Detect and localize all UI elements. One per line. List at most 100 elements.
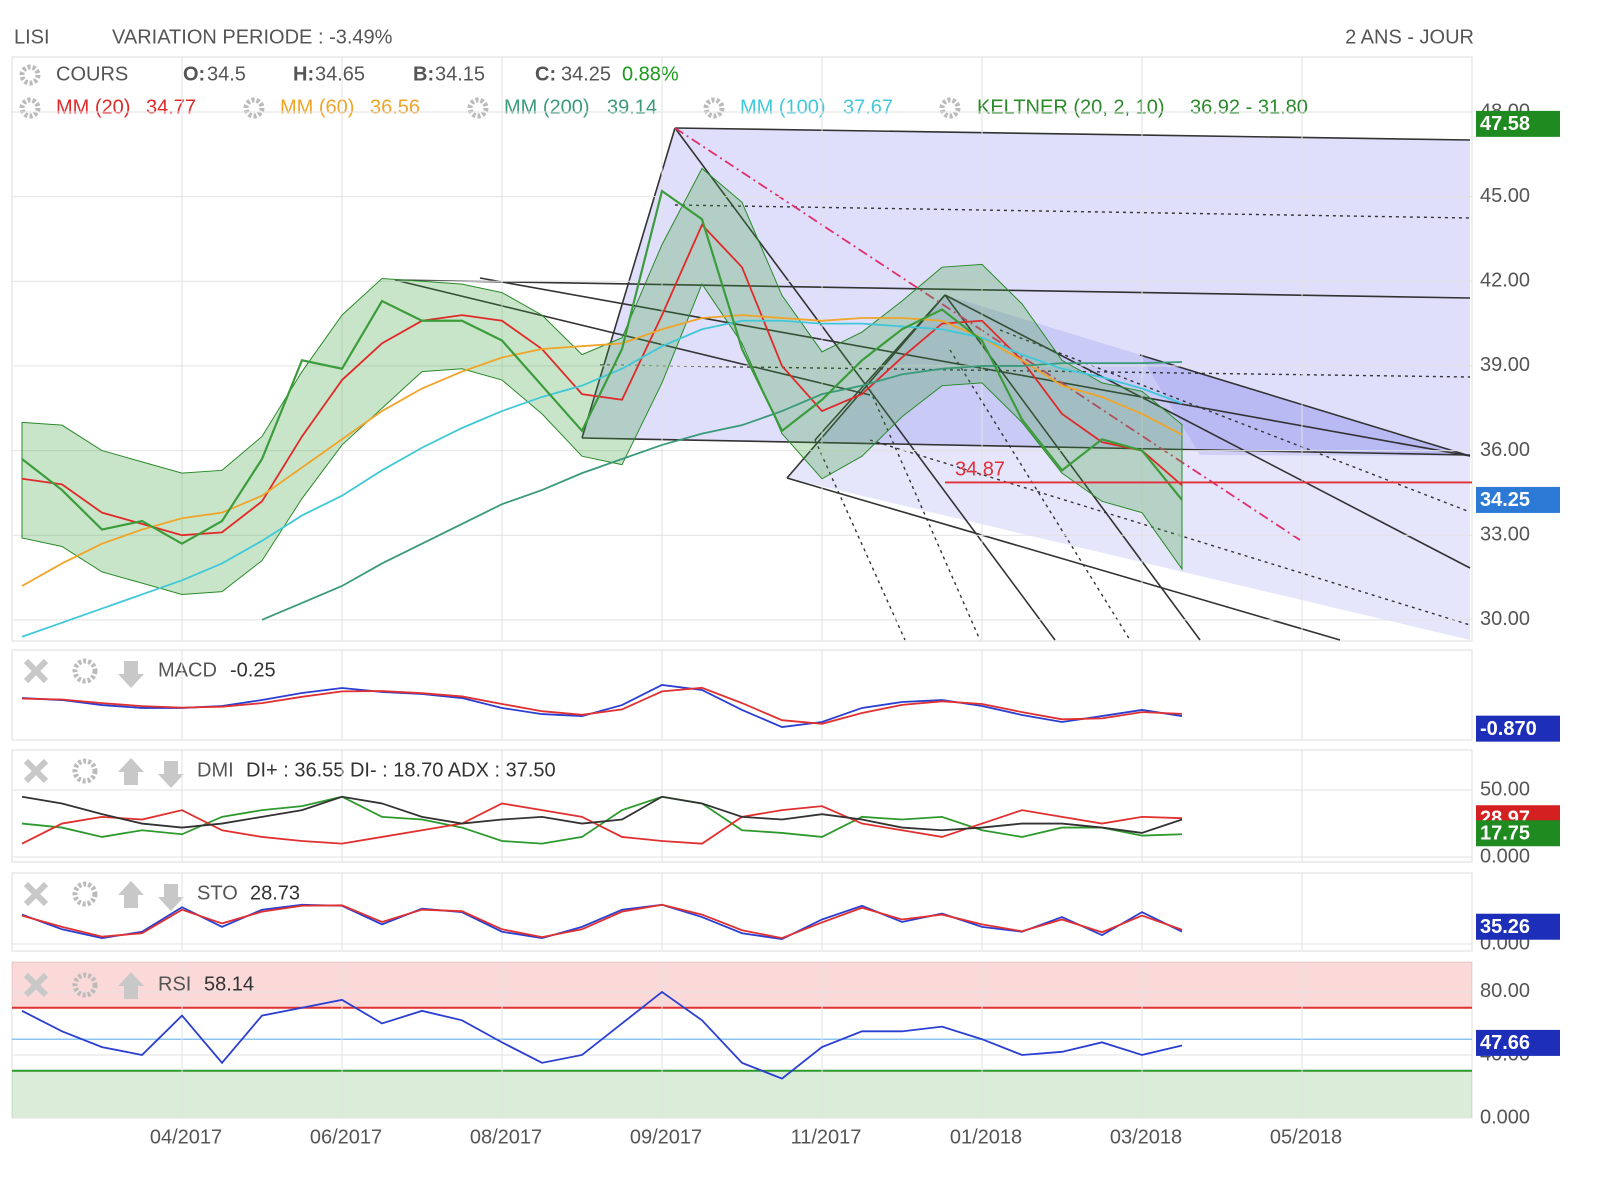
symbol: LISI: [14, 26, 50, 48]
cours: COURS: [56, 63, 128, 85]
y-tick-label: 33.00: [1480, 523, 1530, 545]
panel-value: -0.25: [230, 659, 276, 681]
fork-line: [944, 294, 1471, 569]
gear-icon[interactable]: [72, 658, 98, 684]
series-line: [21, 223, 1183, 537]
fork-line: [1139, 354, 1471, 457]
panel-title: STO: [197, 882, 238, 904]
series-line: [21, 802, 1183, 845]
close-icon[interactable]: [23, 972, 49, 998]
price-tag: [1476, 1029, 1560, 1056]
x-tick-label: 11/2017: [791, 1126, 862, 1148]
legend-value: 37.67: [843, 96, 893, 118]
level-label: 34.87: [955, 459, 1005, 481]
fork-line: [949, 349, 1131, 641]
up-icon[interactable]: [118, 881, 144, 908]
series-line: [21, 795, 1183, 845]
panel-title: MACD: [158, 659, 217, 681]
series-line: [21, 319, 1183, 638]
keltner-band: [21, 167, 1183, 595]
price-tag: [1476, 110, 1560, 137]
price-tag-label: 17.75: [1480, 823, 1530, 845]
series-line: [21, 189, 1183, 545]
y-tick-label: 45.00: [1480, 185, 1530, 207]
price-tag: [1476, 820, 1560, 847]
y-tick-label: 42.00: [1480, 270, 1530, 292]
up-icon[interactable]: [118, 972, 144, 999]
close-icon[interactable]: [23, 658, 49, 684]
pitchfork: [394, 127, 1471, 641]
x-tick-label: 03/2018: [1110, 1126, 1182, 1148]
pitchfork-fill: [787, 295, 1470, 640]
fork-line: [394, 279, 1471, 299]
pitchfork-fill: [582, 128, 1470, 455]
panel-value: 28.73: [250, 882, 300, 904]
gear-icon[interactable]: [19, 97, 41, 119]
fork-line: [581, 127, 676, 439]
down-icon[interactable]: [158, 884, 184, 911]
y-tick-label: 39.00: [1480, 354, 1530, 376]
gear-icon[interactable]: [72, 758, 98, 784]
gear-icon[interactable]: [939, 97, 961, 119]
series-line: [21, 903, 1183, 940]
dmi-panel: [11, 749, 1473, 863]
y-tick-label: 0.000: [1480, 845, 1530, 867]
up-icon[interactable]: [118, 758, 144, 785]
gear-icon[interactable]: [72, 972, 98, 998]
panel-title: DMI: [197, 759, 234, 781]
series-line: [21, 903, 1183, 941]
x-tick-label: 06/2017: [310, 1126, 382, 1148]
legend-name: MM (20): [56, 96, 130, 118]
gear-icon[interactable]: [19, 64, 41, 86]
legend-value: 39.14: [607, 96, 657, 118]
overbought-zone: [12, 962, 1472, 1008]
x-tick-label: 01/2018: [950, 1126, 1022, 1148]
fork-line: [599, 364, 1471, 378]
gear-icon[interactable]: [72, 881, 98, 907]
h-value: 34.65: [315, 63, 365, 85]
legend-name: MM (100): [740, 96, 826, 118]
period: 2 ANS - JOUR: [1345, 26, 1474, 48]
fork-line: [786, 477, 1341, 641]
legend-value: 36.92 - 31.80: [1190, 96, 1308, 118]
series-line: [21, 990, 1183, 1080]
legend-name: KELTNER (20, 2, 10): [977, 96, 1164, 118]
header: LISI VARIATION PERIODE : -3.49% 2 ANS - …: [14, 26, 1474, 119]
close-icon[interactable]: [23, 758, 49, 784]
price-tag-label: 47.66: [1480, 1032, 1530, 1054]
down-icon[interactable]: [158, 761, 184, 788]
o-value: 34.5: [207, 63, 246, 85]
legend-name: MM (60): [280, 96, 354, 118]
gear-icon[interactable]: [467, 97, 489, 119]
indicator-headers: MACD -0.25 DMI DI+ : 36.55 DI- : 18.70 A…: [23, 658, 556, 911]
legend-name: MM (200): [504, 96, 590, 118]
x-tick-label: 04/2017: [150, 1126, 222, 1148]
price-tag: [1476, 486, 1560, 513]
macd-panel: [11, 649, 1473, 741]
series-line: [21, 795, 1183, 834]
price-tag: [1476, 715, 1560, 742]
gear-icon[interactable]: [243, 97, 265, 119]
b-value: 34.15: [435, 63, 485, 85]
fork-line: [674, 127, 1471, 141]
close-icon[interactable]: [23, 881, 49, 907]
panel-value: 58.14: [204, 973, 254, 995]
variation: VARIATION PERIODE : -3.49%: [112, 26, 393, 48]
price-tag-label: -0.870: [1480, 718, 1537, 740]
series-line: [21, 686, 1183, 725]
y-tick-label: 80.00: [1480, 980, 1530, 1002]
oversold-zone: [12, 1070, 1472, 1118]
o-label: O:: [183, 63, 205, 85]
y-tick-label: 36.00: [1480, 439, 1530, 461]
fork-line: [814, 439, 906, 641]
x-tick-label: 05/2018: [1270, 1126, 1342, 1148]
rsi-header: RSI 58.14: [23, 972, 254, 999]
price-tag: [1476, 913, 1560, 940]
down-icon[interactable]: [118, 661, 144, 688]
gear-icon[interactable]: [703, 97, 725, 119]
price-tag-label: 47.58: [1480, 113, 1530, 135]
rsi-panel: [11, 961, 1473, 1119]
y-tick-label: 0.000: [1480, 1106, 1530, 1128]
y-tick-label: 50.00: [1480, 778, 1530, 800]
